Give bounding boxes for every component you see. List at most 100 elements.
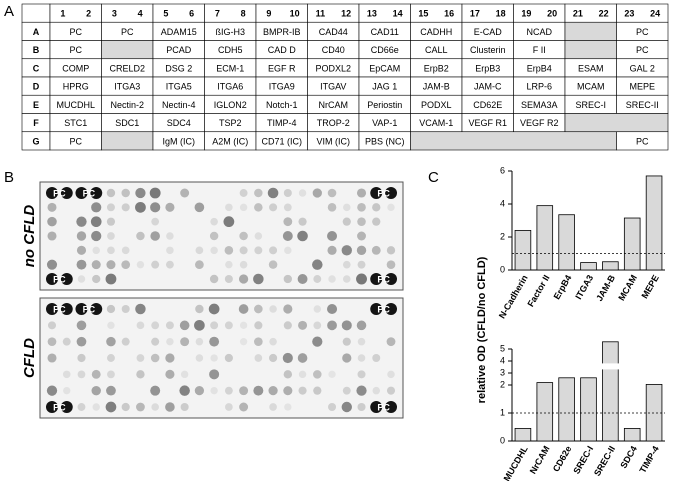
column-number: 12 <box>341 9 351 19</box>
blot-dot <box>283 386 293 396</box>
cell-text: CALL <box>425 45 448 55</box>
blot-dot <box>91 260 101 270</box>
cell-text: PC <box>636 27 649 37</box>
blot-dot <box>149 187 161 199</box>
column-number: 7 <box>215 9 220 19</box>
blot-dot <box>151 260 160 269</box>
blot-dot <box>136 260 145 269</box>
pc-label: PC <box>53 304 66 314</box>
cell-text: MUCDHL <box>56 100 95 110</box>
blot-dot <box>298 386 307 395</box>
header-cell <box>152 3 205 23</box>
bar <box>645 175 663 271</box>
blot-dot <box>225 403 233 411</box>
blot-dot <box>90 303 103 315</box>
column-number: 22 <box>599 9 609 19</box>
cell-text: PC <box>69 45 82 55</box>
cell-text: IgM (IC) <box>163 136 196 146</box>
blot-dot <box>165 321 174 330</box>
blot-dot <box>370 303 383 315</box>
blot-dot <box>121 260 131 270</box>
blot-dot <box>269 403 277 411</box>
bar <box>623 427 641 442</box>
blot-dot <box>254 337 263 346</box>
cell-text: CD71 (IC) <box>261 136 302 146</box>
blot-dot <box>209 369 220 380</box>
blot-dot <box>385 401 397 413</box>
blot-dot <box>151 337 160 346</box>
blot-dot <box>46 401 58 413</box>
pc-label: PC <box>377 274 390 284</box>
blot-dot <box>121 304 130 314</box>
bar <box>514 427 532 442</box>
blot-dot <box>269 203 278 212</box>
blot-dot <box>91 230 102 242</box>
blot-dot <box>342 386 351 395</box>
y-tick-label: 0 <box>500 264 505 274</box>
blot-dot <box>75 187 88 199</box>
blot-dot <box>106 203 115 212</box>
blot-dot <box>63 386 71 395</box>
blot-dot <box>195 304 204 314</box>
blot-dot <box>77 403 86 411</box>
blot-dot <box>106 385 116 396</box>
blot-dot <box>386 337 396 347</box>
cell-text: VEGF R1 <box>468 118 507 128</box>
blot-dot <box>386 260 396 269</box>
blot-dot <box>356 385 367 396</box>
cell-text: Periostin <box>367 100 402 110</box>
cell-text: Nectin-4 <box>162 100 196 110</box>
cell-text: ADAM15 <box>161 27 197 37</box>
cell-text: PC <box>69 136 82 146</box>
blot-dot <box>298 189 307 197</box>
cell-text: CD66e <box>371 45 399 55</box>
blot-dot <box>283 203 292 212</box>
cell-text: ITGA3 <box>114 82 140 92</box>
blot-dot <box>76 259 87 270</box>
cell-text: ErpB2 <box>424 63 449 73</box>
blot-dot <box>283 217 293 227</box>
column-number: 9 <box>266 9 271 19</box>
x-tick-label: N-Cadherin <box>497 273 530 320</box>
column-number: 24 <box>650 9 660 19</box>
blot-dot <box>386 246 396 255</box>
blot-dot <box>283 370 293 379</box>
blot-dot <box>76 245 87 255</box>
blot-dot <box>166 246 174 255</box>
blot-dot <box>60 401 73 413</box>
blot-dot <box>328 275 336 283</box>
blot-dot <box>77 353 86 363</box>
blot-dot <box>239 386 249 396</box>
blot-dot <box>327 320 337 331</box>
cell-text: JAG 1 <box>372 82 397 92</box>
blot-dot <box>46 259 58 270</box>
y-tick-label: 2 <box>500 379 505 389</box>
column-number: 8 <box>241 9 246 19</box>
x-tick-label: MCAM <box>616 273 639 302</box>
column-number: 15 <box>418 9 428 19</box>
blot-dot <box>210 386 218 395</box>
blot-dot <box>282 352 293 364</box>
blot-dot <box>106 217 116 226</box>
blot-dot <box>210 354 218 362</box>
cell-text: F II <box>533 45 546 55</box>
blot-dot <box>386 386 396 395</box>
cell-text: MCAM <box>577 82 605 92</box>
blot-dot <box>223 216 235 228</box>
empty-cell <box>564 40 617 60</box>
blot-dot <box>165 353 175 363</box>
x-tick-label: MUCDHL <box>502 444 530 481</box>
blot-dot <box>121 402 130 412</box>
blot-dot <box>283 274 292 284</box>
blot-dot <box>269 353 278 363</box>
cell-text: ErpB3 <box>475 63 500 73</box>
x-tick-label: JAM-B <box>594 273 617 303</box>
blot-dot <box>357 231 366 241</box>
blot-dot <box>76 320 87 331</box>
blot-dot <box>60 273 73 285</box>
pc-label: PC <box>377 304 390 314</box>
x-tick-label: MEPE <box>639 273 660 300</box>
blot-dot <box>387 203 395 212</box>
cell-text: CD40 <box>322 45 345 55</box>
blot-dot <box>151 321 160 330</box>
